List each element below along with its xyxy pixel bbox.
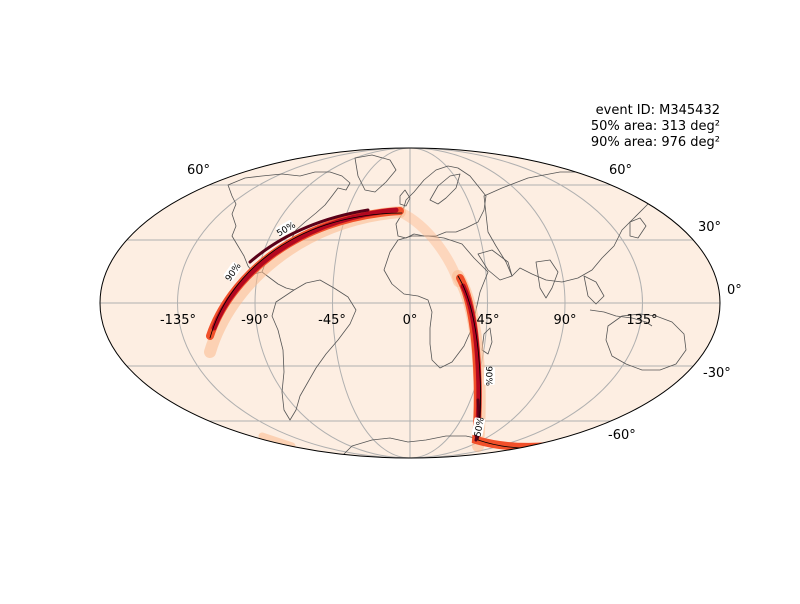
contour-label-90-east: 90% [483, 366, 493, 386]
coastline-scandinavia [429, 173, 461, 205]
lat-label-right-minus60: -60° [608, 428, 636, 443]
map-outline [99, 147, 721, 459]
area-90: 90% area: 976 deg² [590, 135, 720, 150]
coastline-central-america [261, 271, 295, 291]
band-core-west [211, 207, 399, 331]
longitude-labels: -135° -90° -45° 0° 45° 90° 135° [160, 313, 658, 328]
coastlines [227, 154, 707, 458]
band-halo-antarctic [258, 432, 296, 450]
lat-label-left-60: 60° [187, 163, 210, 178]
coastline-greenland [354, 154, 397, 193]
lon-label-minus135: -135° [160, 313, 196, 328]
coastline-north-america [227, 171, 351, 275]
coastline-japan [629, 217, 647, 239]
lon-label-0: 0° [403, 313, 418, 328]
graticule-parallels [100, 184, 720, 422]
latitude-labels: 60° 60° 30° 0° -30° -60° [187, 163, 742, 443]
lon-label-90: 90° [553, 313, 576, 328]
coastline-south-america [271, 279, 357, 421]
lat-label-right-60: 60° [609, 163, 632, 178]
lat-label-right-0: 0° [727, 283, 742, 298]
lon-label-135: 135° [626, 313, 657, 328]
contour-90-west [209, 212, 403, 339]
contour-label-50-east: 50% [473, 416, 486, 438]
coastline-india [535, 259, 559, 299]
coastline-indonesia [589, 309, 653, 327]
lon-label-minus45: -45° [318, 313, 346, 328]
coastline-africa [383, 235, 489, 369]
lon-label-minus90: -90° [241, 313, 269, 328]
event-info: event ID: M345432 50% area: 313 deg² 90%… [591, 103, 720, 151]
coastline-australia [605, 313, 687, 371]
lat-label-right-30: 30° [698, 220, 721, 235]
band-50-west [248, 208, 370, 264]
area-50: 50% area: 313 deg² [590, 119, 720, 134]
lat-label-right-minus30: -30° [703, 366, 731, 381]
coastline-se-asia [583, 275, 605, 305]
event-id: event ID: M345432 [595, 103, 720, 118]
lon-label-45: 45° [476, 313, 499, 328]
coastline-uk [399, 189, 411, 207]
